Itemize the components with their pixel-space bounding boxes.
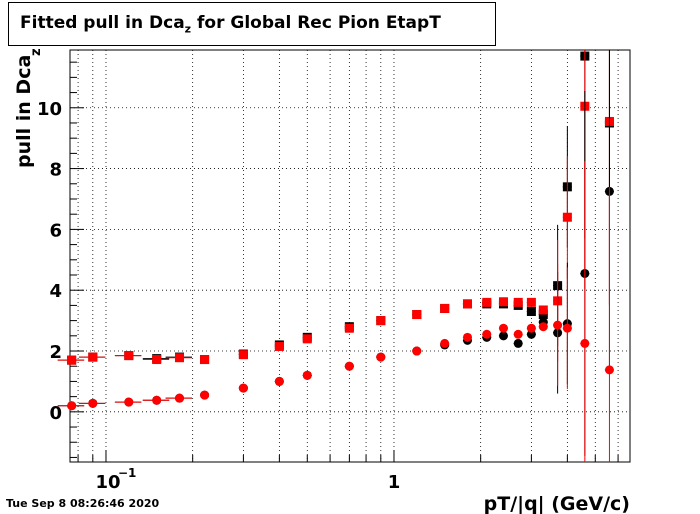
- data-point: [482, 297, 492, 307]
- data-point: [152, 395, 162, 405]
- data-point: [88, 352, 98, 362]
- y-tick-label: 10: [37, 99, 62, 120]
- data-point: [498, 297, 508, 307]
- data-point: [526, 306, 536, 316]
- data-point: [462, 332, 472, 342]
- data-point: [604, 365, 614, 375]
- chart-title-box: Fitted pull in Dcaz for Global Rec Pion …: [8, 2, 496, 46]
- data-point: [174, 393, 184, 403]
- data-point: [513, 338, 523, 348]
- y-axis-label-sub: z: [29, 48, 44, 56]
- data-layer: [57, 50, 614, 462]
- data-point: [124, 351, 134, 361]
- data-point: [124, 397, 134, 407]
- data-point: [498, 331, 508, 341]
- data-point: [526, 323, 536, 333]
- plot-frame: [69, 49, 631, 463]
- data-point: [412, 346, 422, 356]
- data-point: [440, 303, 450, 313]
- data-point: [67, 355, 77, 365]
- data-point: [498, 323, 508, 333]
- data-point: [562, 323, 572, 333]
- data-point: [412, 310, 422, 320]
- data-point: [553, 320, 563, 330]
- data-point: [302, 334, 312, 344]
- data-point: [376, 352, 386, 362]
- data-point: [67, 401, 77, 411]
- data-point: [538, 305, 548, 315]
- y-tick-label: 2: [49, 342, 62, 363]
- data-point: [200, 355, 210, 365]
- data-point: [580, 338, 590, 348]
- y-tick-label: 0: [49, 403, 62, 424]
- x-tick-label: 1: [388, 472, 401, 493]
- x-tick-label: 10: [95, 472, 120, 493]
- x-axis-label: pT/|q| (GeV/c): [484, 493, 630, 514]
- data-point: [174, 353, 184, 363]
- data-point: [526, 297, 536, 307]
- chart-title: Fitted pull in Dcaz for Global Rec Pion …: [20, 13, 441, 36]
- y-axis-label: pull in Dcaz: [13, 48, 44, 168]
- data-point: [344, 361, 354, 371]
- data-point: [562, 212, 572, 222]
- x-tick-label-exponent: −1: [118, 466, 136, 480]
- data-point: [482, 329, 492, 339]
- data-point: [538, 322, 548, 332]
- data-point: [538, 310, 548, 320]
- data-point: [462, 299, 472, 309]
- data-point: [440, 338, 450, 348]
- data-point: [274, 341, 284, 351]
- data-point: [152, 355, 162, 365]
- data-point: [238, 350, 248, 360]
- data-point: [302, 370, 312, 380]
- y-tick-label: 8: [49, 160, 62, 181]
- plot-area: [70, 50, 630, 462]
- data-point: [344, 323, 354, 333]
- data-point: [274, 376, 284, 386]
- data-point: [513, 329, 523, 339]
- data-point: [376, 316, 386, 326]
- data-point: [88, 398, 98, 408]
- timestamp: Tue Sep 8 08:26:46 2020: [6, 497, 160, 510]
- y-axis-label-text: pull in Dca: [13, 55, 35, 168]
- data-point: [200, 390, 210, 400]
- y-tick-label: 4: [49, 281, 62, 302]
- y-tick-label: 6: [49, 220, 62, 241]
- data-point: [513, 297, 523, 307]
- data-point: [238, 383, 248, 393]
